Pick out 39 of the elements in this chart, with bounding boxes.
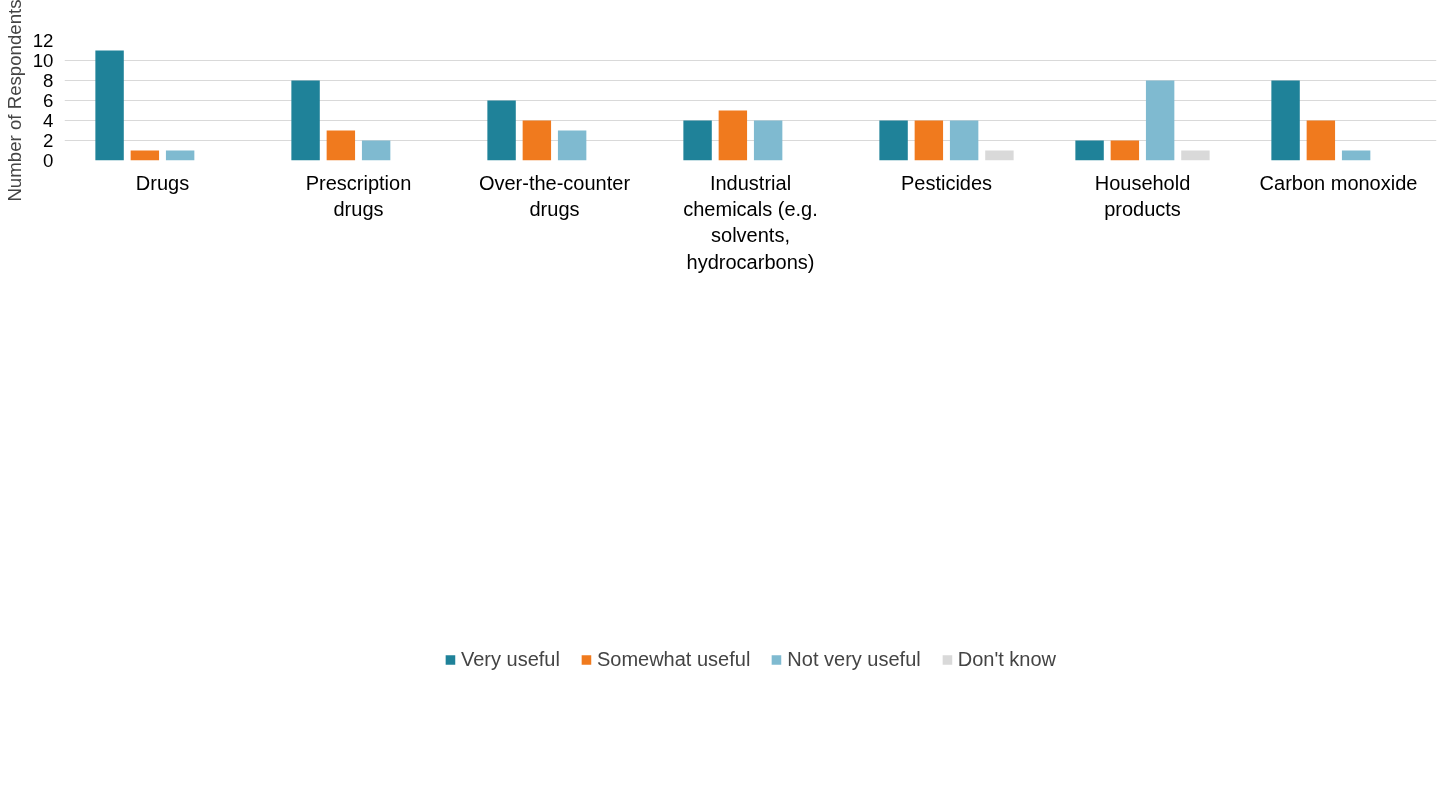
y-tick-label: 4 (43, 110, 54, 131)
y-axis-title: Number of Respondents (3, 0, 25, 202)
y-tick-label: 8 (43, 70, 54, 91)
x-tick-label: Prescription drugs (305, 171, 412, 220)
bar (326, 130, 356, 161)
bar (487, 100, 516, 161)
x-tick-label: Carbon monoxide (1259, 171, 1418, 194)
legend-label: Don't know (957, 647, 1057, 671)
y-tick-label: 12 (32, 30, 54, 51)
x-tick-label: Pesticides (900, 171, 993, 194)
legend-label: Not very useful (787, 647, 921, 671)
legend-label: Very useful (460, 647, 560, 671)
bar (291, 80, 320, 161)
bar (753, 120, 783, 161)
x-tick-label: Drugs (135, 171, 190, 194)
x-tick-label: Household products (1094, 171, 1191, 220)
x-tick-label: Over-the-counter drugs (478, 171, 631, 220)
y-tick-label: 10 (32, 50, 54, 71)
bar (879, 120, 908, 161)
x-tick-label: Industrial chemicals (e.g. solvents, hydrocarbons) (683, 171, 818, 273)
y-tick-label: 2 (43, 130, 54, 151)
bar (914, 120, 944, 161)
bar (361, 140, 391, 161)
bar (1145, 80, 1175, 161)
bar (683, 120, 712, 161)
bar (557, 130, 587, 161)
bar (949, 120, 979, 161)
legend-label: Somewhat useful (596, 647, 751, 671)
bar (1271, 80, 1300, 161)
bar (1306, 120, 1336, 161)
y-tick-label: 0 (43, 150, 54, 171)
bar (1110, 140, 1140, 161)
bar (522, 120, 552, 161)
bar (1075, 140, 1104, 161)
bar (985, 150, 1014, 161)
y-tick-label: 6 (43, 90, 54, 111)
bar (718, 110, 748, 161)
bar (95, 50, 124, 161)
bar (1181, 150, 1210, 161)
